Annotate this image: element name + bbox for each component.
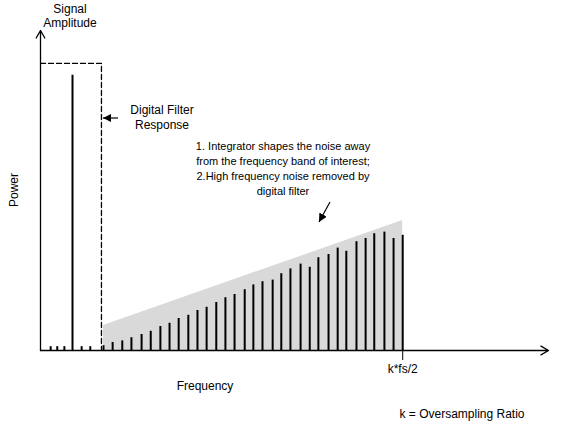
svg-text:Digital FilterResponse: Digital FilterResponse [130, 103, 193, 132]
svg-text:k = Oversampling Ratio: k = Oversampling Ratio [399, 407, 524, 421]
svg-text:1. Integrator shapes the noise: 1. Integrator shapes the noise awayfrom … [196, 140, 371, 197]
svg-text:SignalAmplitude: SignalAmplitude [43, 2, 97, 30]
svg-text:Power: Power [7, 173, 21, 207]
svg-text:k*fs/2: k*fs/2 [388, 362, 418, 376]
svg-text:Frequency: Frequency [177, 379, 234, 393]
